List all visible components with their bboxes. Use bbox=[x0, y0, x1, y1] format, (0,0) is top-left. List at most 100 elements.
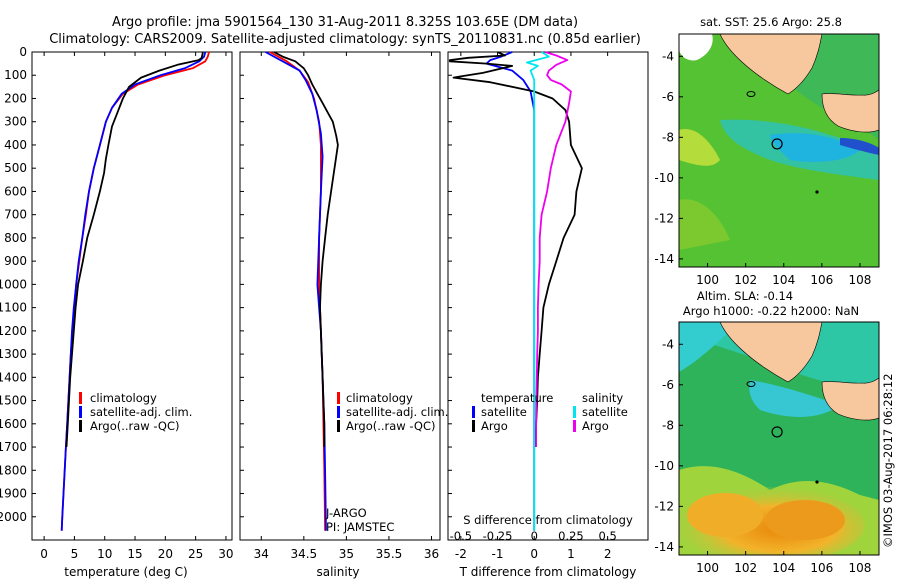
sst-island-dot bbox=[815, 190, 819, 194]
legend-label-t-satellite: satellite bbox=[481, 405, 527, 419]
x-tick-label: 5 bbox=[71, 547, 79, 561]
map-x-tick-label: 100 bbox=[696, 561, 719, 575]
legend-swatch-argo bbox=[79, 420, 82, 432]
map-x-tick-label: 104 bbox=[772, 561, 795, 575]
sst-warm-patch-2 bbox=[679, 199, 730, 250]
x-tick-label: 0 bbox=[530, 547, 538, 561]
sla-warm-east bbox=[765, 500, 845, 540]
y-tick-label: 800 bbox=[4, 231, 27, 245]
legend-title-temperature: temperature bbox=[481, 391, 553, 405]
y-tick-label: 400 bbox=[4, 138, 27, 152]
argo-position-marker bbox=[771, 138, 783, 150]
sst-warm-patch bbox=[679, 129, 720, 166]
temperature-axes bbox=[31, 51, 233, 541]
difference-axes bbox=[447, 51, 649, 541]
legend-swatch-s-satellite bbox=[573, 406, 576, 418]
legend-swatch-satellite bbox=[337, 406, 340, 418]
map-y-tick-label: -4 bbox=[662, 49, 674, 63]
map-y-tick-label: -12 bbox=[654, 211, 674, 225]
x-tick-label: 35 bbox=[339, 547, 354, 561]
s-difference-label: S difference from climatology bbox=[463, 513, 633, 527]
map-y-tick-label: -4 bbox=[662, 337, 674, 351]
y-tick-label: 900 bbox=[4, 254, 27, 268]
sla-map-axes bbox=[678, 321, 880, 556]
sst-nodata bbox=[679, 34, 713, 61]
sst-land-java bbox=[821, 89, 879, 133]
legend-label-satellite: satellite-adj. clim. bbox=[90, 405, 192, 419]
title-line-1: Argo profile: jma 5901564_130 31-Aug-201… bbox=[112, 15, 578, 30]
y-tick-label: 1800 bbox=[0, 463, 27, 477]
series-line-climatology bbox=[60, 51, 210, 531]
map-y-tick-label: -6 bbox=[662, 378, 674, 392]
x-tick-label: 35.5 bbox=[376, 547, 403, 561]
sst-coldest bbox=[840, 138, 879, 155]
legend-label-climatology: climatology bbox=[346, 391, 413, 405]
series-line-s-satellite bbox=[526, 51, 550, 531]
x-tick-label: 36 bbox=[424, 547, 439, 561]
series-line-argo-raw-qc- bbox=[273, 51, 339, 447]
x-tick-label: 34 bbox=[254, 547, 269, 561]
map-y-tick-label: -10 bbox=[654, 171, 674, 185]
legend-swatch-climatology bbox=[337, 392, 340, 404]
x-tick-label: 15 bbox=[127, 547, 142, 561]
map-x-tick-label: 106 bbox=[810, 561, 833, 575]
temperature-ticks: 0 5 10 15 20 25 30 bbox=[40, 52, 234, 561]
legend-label-climatology: climatology bbox=[90, 391, 157, 405]
x-tick-label: 10 bbox=[97, 547, 112, 561]
s-tick-label: -0.25 bbox=[483, 529, 513, 543]
sla-map-subtitle: Argo h1000: -0.22 h2000: NaN bbox=[683, 304, 859, 318]
temperature-panel: 0100200300400500600700800900100011001200… bbox=[0, 45, 234, 579]
map-y-tick-label: -8 bbox=[662, 130, 674, 144]
legend-swatch-climatology bbox=[79, 392, 82, 404]
sst-north-cool bbox=[679, 34, 879, 140]
legend-swatch-s-argo bbox=[573, 420, 576, 432]
series-line-climatology bbox=[269, 51, 326, 531]
x-tick-label: 20 bbox=[158, 547, 173, 561]
legend-label-s-satellite: satellite bbox=[582, 405, 628, 419]
x-tick-label: 2 bbox=[604, 547, 612, 561]
legend-swatch-t-satellite bbox=[472, 406, 475, 418]
y-tick-label: 1400 bbox=[0, 370, 27, 384]
s-tick-label: 0.5 bbox=[598, 529, 616, 543]
map-x-tick-label: 108 bbox=[848, 561, 871, 575]
sla-map-title: Altim. SLA: -0.14 bbox=[697, 289, 793, 303]
series-line-satellite-adj-clim- bbox=[60, 51, 207, 531]
salinity-panel: 34 34.5 35 35.5 36 salinity climatology sate… bbox=[239, 51, 448, 579]
salinity-xlabel: salinity bbox=[316, 565, 359, 579]
y-tick-label: 0 bbox=[19, 45, 27, 59]
map-x-tick-label: 102 bbox=[734, 273, 757, 287]
series-line-t-satellite bbox=[485, 51, 536, 531]
y-tick-label: 2000 bbox=[0, 510, 27, 524]
map-y-tick-label: -14 bbox=[654, 540, 674, 554]
sla-map-panel: Altim. SLA: -0.14 Argo h1000: -0.22 h200… bbox=[654, 289, 880, 575]
x-tick-label: 0 bbox=[40, 547, 48, 561]
salinity-axes bbox=[239, 51, 441, 541]
difference-lines bbox=[448, 51, 583, 531]
sst-island bbox=[746, 91, 756, 97]
sst-map-axes bbox=[678, 33, 880, 268]
sla-island bbox=[746, 381, 756, 387]
legend-label-argo: Argo(..raw -QC) bbox=[346, 419, 436, 433]
sla-warm-west bbox=[687, 493, 763, 537]
salinity-lines bbox=[265, 51, 339, 531]
map-x-tick-label: 104 bbox=[772, 273, 795, 287]
y-tick-label: 300 bbox=[4, 115, 27, 129]
t-difference-xlabel: T difference from climatology bbox=[459, 565, 637, 579]
s-difference-ticks: -0.5 -0.25 0 0.25 0.5 bbox=[450, 529, 617, 543]
legend-swatch-t-argo bbox=[472, 420, 475, 432]
map-y-tick-label: -10 bbox=[654, 459, 674, 473]
difference-legend: temperature salinity satellite Argo sate… bbox=[472, 391, 628, 433]
sla-land-sumatra bbox=[719, 322, 823, 383]
series-line-t-argo bbox=[448, 51, 583, 448]
sla-island-dot bbox=[815, 480, 819, 484]
title-line-2: Climatology: CARS2009. Satellite-adjuste… bbox=[49, 32, 641, 47]
map-y-tick-label: -14 bbox=[654, 252, 674, 266]
y-tick-label: 1200 bbox=[0, 324, 27, 338]
legend-title-salinity: salinity bbox=[582, 391, 623, 405]
temperature-legend: climatology satellite-adj. clim. Argo(..… bbox=[79, 391, 192, 433]
y-tick-label: 1300 bbox=[0, 347, 27, 361]
temperature-xlabel: temperature (deg C) bbox=[64, 565, 187, 579]
legend-swatch-argo bbox=[337, 420, 340, 432]
sst-map-title: sat. SST: 25.6 Argo: 25.8 bbox=[700, 15, 842, 29]
